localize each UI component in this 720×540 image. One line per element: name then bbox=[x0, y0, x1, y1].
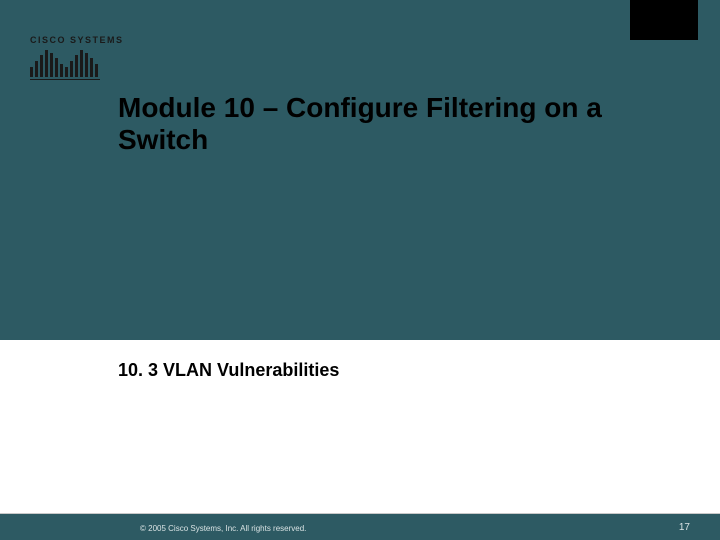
section-heading: 10. 3 VLAN Vulnerabilities bbox=[118, 360, 339, 381]
copyright-text: © 2005 Cisco Systems, Inc. All rights re… bbox=[140, 524, 306, 533]
footer-bar bbox=[0, 514, 720, 540]
slide: CISCO SYSTEMS Module 10 – Configure Filt… bbox=[0, 0, 720, 540]
slide-title: Module 10 – Configure Filtering on a Swi… bbox=[118, 92, 668, 156]
corner-tab bbox=[630, 0, 698, 40]
logo-bars-icon bbox=[30, 49, 124, 77]
logo-brand-text: CISCO SYSTEMS bbox=[30, 36, 124, 45]
page-number: 17 bbox=[679, 522, 690, 533]
logo-underline bbox=[30, 79, 100, 80]
cisco-logo: CISCO SYSTEMS bbox=[30, 36, 124, 80]
